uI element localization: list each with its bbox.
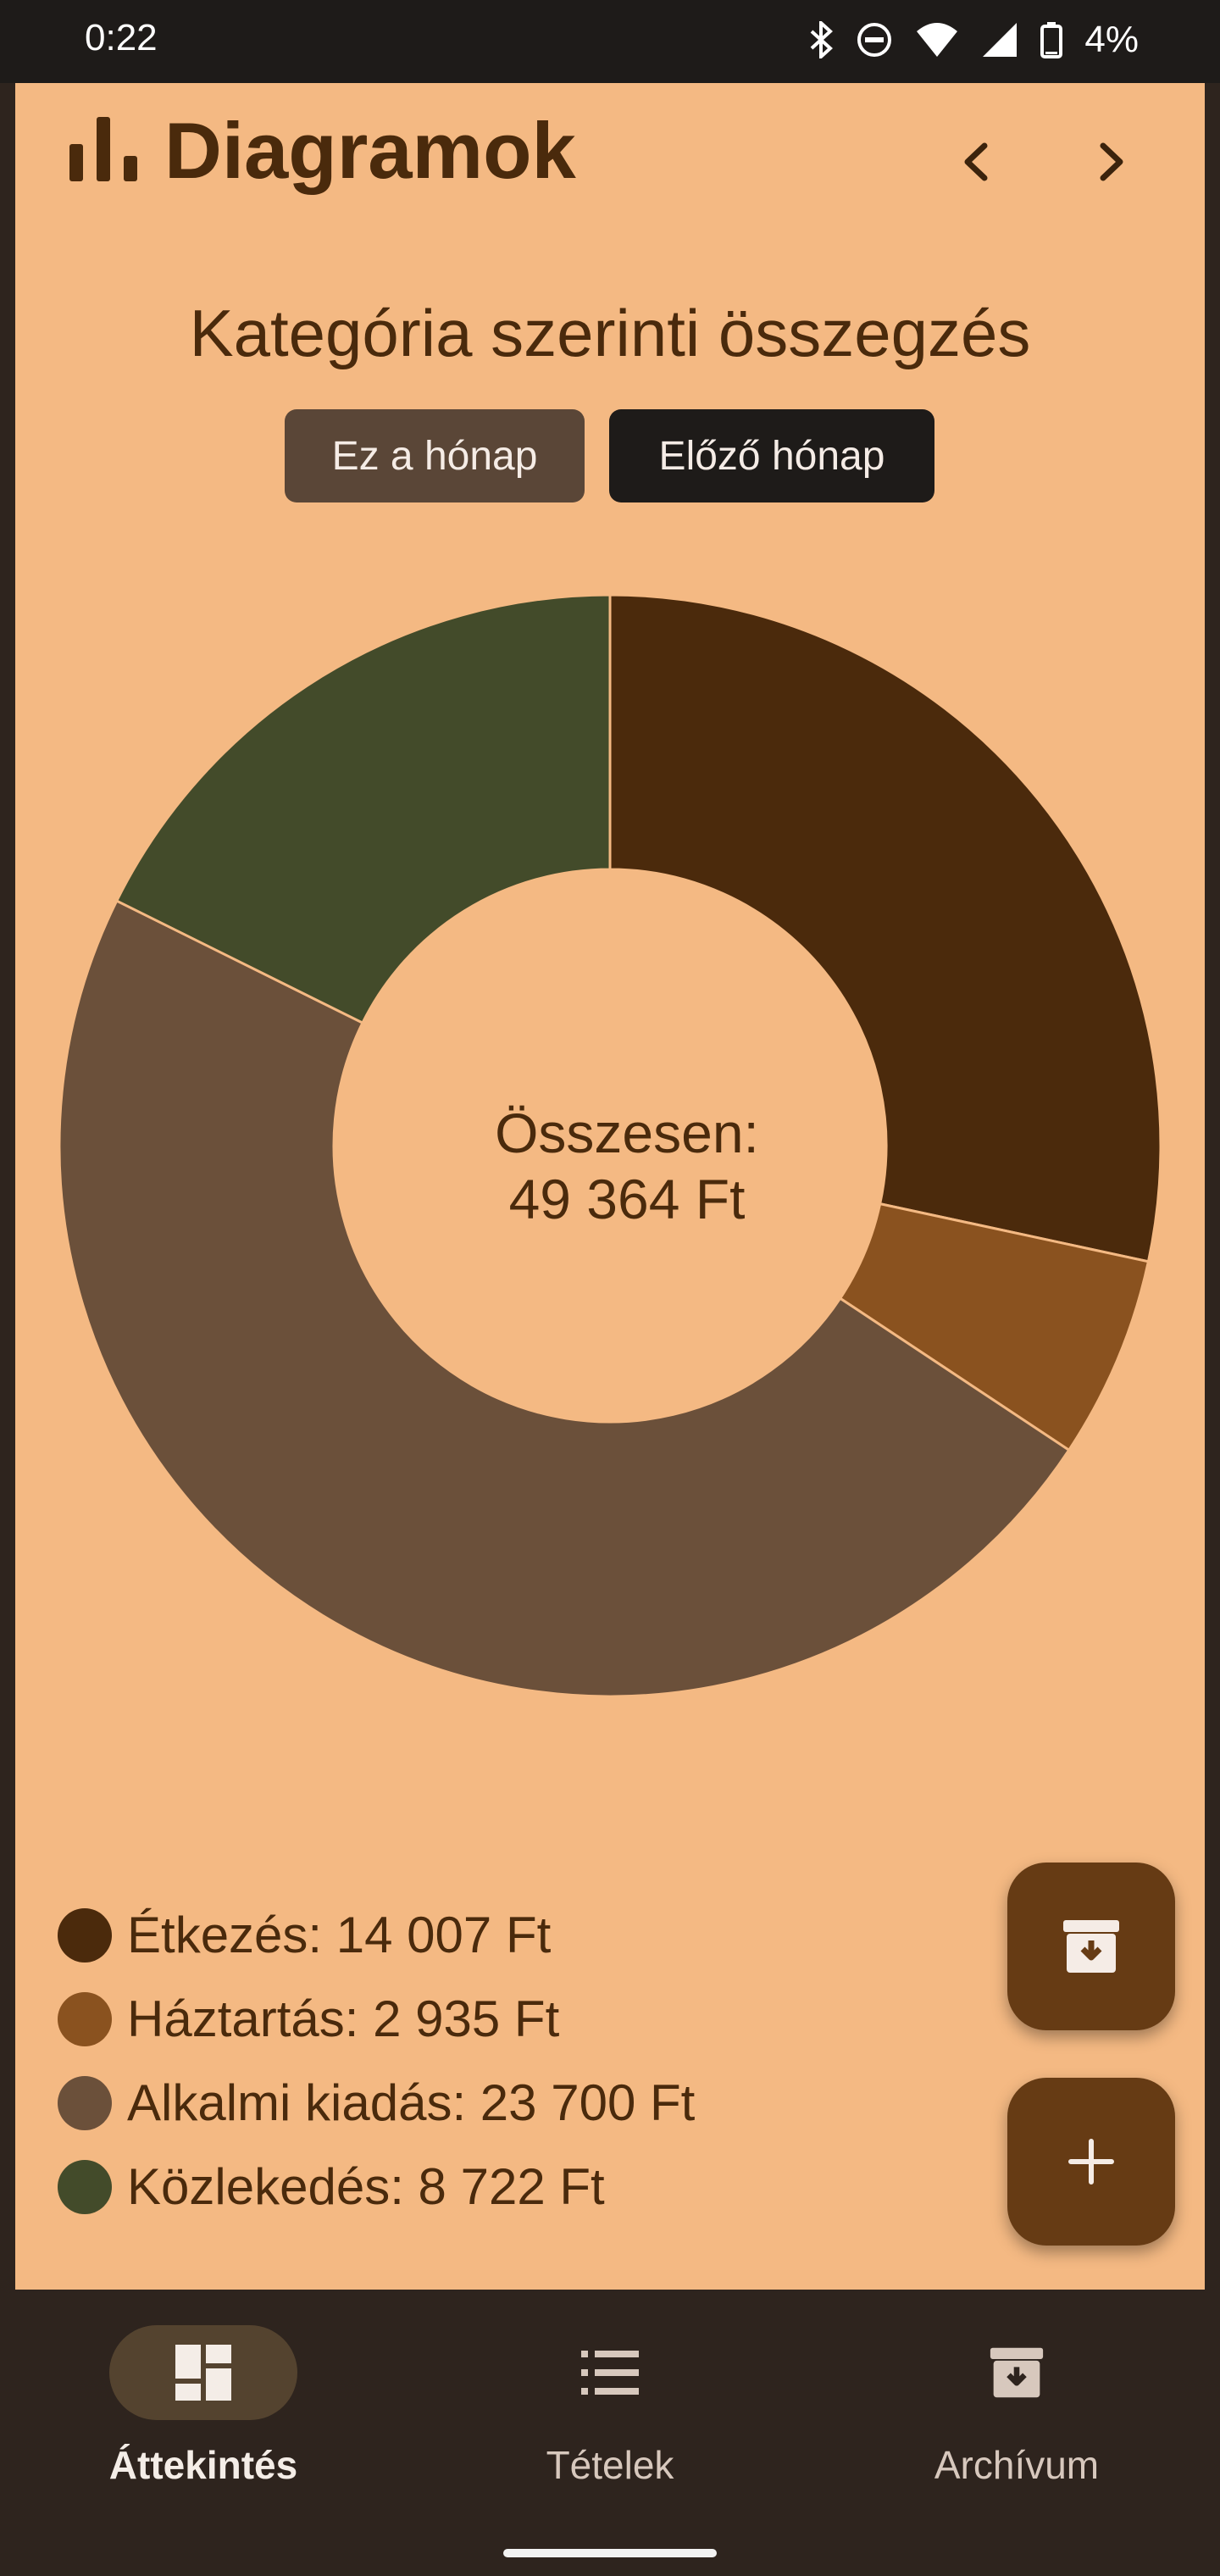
donut-slice-alkalmi-kiadás	[58, 899, 1071, 1698]
wifi-icon	[917, 23, 958, 57]
dashboard-icon	[175, 2345, 231, 2401]
total-label: Összesen: 49 364 Ft	[398, 1100, 856, 1232]
this-month-button[interactable]: Ez a hónap	[285, 409, 585, 502]
legend-item: Étkezés: 14 007 Ft	[58, 1893, 695, 1977]
do-not-disturb-icon	[857, 23, 892, 57]
legend-label: Étkezés: 14 007 Ft	[127, 1907, 552, 1963]
chart-legend: Étkezés: 14 007 Ft Háztartás: 2 935 Ft A…	[58, 1893, 695, 2229]
bottom-navigation: Áttekintés Tételek Archívum	[0, 2290, 1220, 2576]
chevron-right-icon[interactable]	[1081, 132, 1140, 192]
nav-archive-indicator	[923, 2325, 1111, 2420]
legend-label: Alkalmi kiadás: 23 700 Ft	[127, 2074, 696, 2131]
nav-archive[interactable]: Archívum	[847, 2325, 1186, 2488]
total-value: 49 364 Ft	[508, 1168, 746, 1230]
nav-archive-label: Archívum	[934, 2443, 1100, 2487]
total-caption: Összesen:	[495, 1102, 759, 1164]
legend-dot	[58, 1991, 112, 2046]
legend-dot	[58, 2159, 112, 2214]
battery-icon	[1040, 22, 1063, 58]
archive-fab-button[interactable]	[1007, 1863, 1175, 2030]
status-bar: 0:22 4%	[0, 0, 1220, 83]
donut-slice-közlekedés	[114, 593, 612, 1025]
legend-label: Közlekedés: 8 722 Ft	[127, 2158, 605, 2215]
legend-item: Alkalmi kiadás: 23 700 Ft	[58, 2061, 695, 2145]
legend-dot	[58, 2075, 112, 2130]
legend-label: Háztartás: 2 935 Ft	[127, 1990, 560, 2047]
add-item-fab-button[interactable]	[1007, 2078, 1175, 2246]
previous-month-button[interactable]: Előző hónap	[609, 409, 934, 502]
legend-dot	[58, 1907, 112, 1963]
archive-icon	[1063, 1920, 1119, 1973]
page-title: Diagramok	[164, 106, 576, 195]
legend-item: Háztartás: 2 935 Ft	[58, 1977, 695, 2061]
plus-icon	[1068, 2139, 1114, 2185]
battery-percent: 4%	[1084, 19, 1139, 60]
nav-overview[interactable]: Áttekintés	[34, 2325, 373, 2488]
nav-items-indicator	[516, 2325, 704, 2420]
home-indicator	[503, 2549, 717, 2557]
chart-title: Kategória szerinti összegzés	[189, 296, 1031, 370]
bar-chart-icon	[69, 117, 137, 181]
donut-slice-étkezés	[608, 593, 1162, 1263]
status-time: 0:22	[85, 17, 158, 58]
nav-overview-label: Áttekintés	[108, 2443, 298, 2487]
status-icons: 4%	[808, 19, 1139, 61]
list-icon	[581, 2351, 639, 2395]
chevron-left-icon[interactable]	[947, 132, 1006, 192]
archive-icon	[990, 2347, 1044, 2398]
nav-items[interactable]: Tételek	[441, 2325, 779, 2488]
nav-items-label: Tételek	[546, 2443, 674, 2487]
bluetooth-icon	[811, 21, 834, 58]
legend-item: Közlekedés: 8 722 Ft	[58, 2145, 695, 2229]
nav-overview-indicator	[109, 2325, 297, 2420]
donut-chart	[58, 593, 1162, 1698]
charts-panel: Diagramok Kategória szerinti összegzés E…	[15, 83, 1205, 2290]
signal-icon	[983, 23, 1018, 57]
